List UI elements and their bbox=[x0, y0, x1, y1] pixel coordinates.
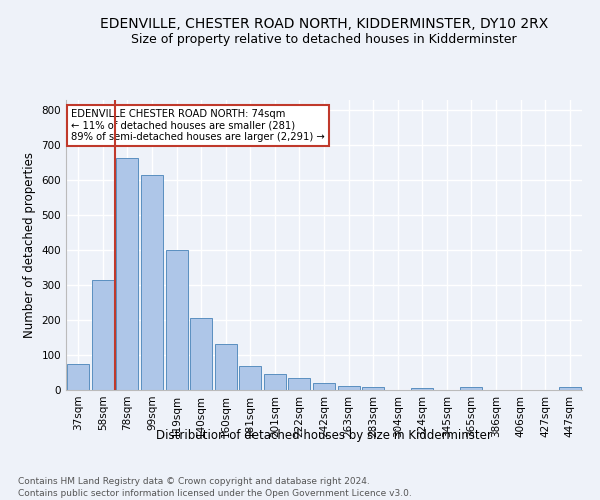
Bar bbox=[67, 364, 89, 390]
Text: Size of property relative to detached houses in Kidderminster: Size of property relative to detached ho… bbox=[131, 32, 517, 46]
Bar bbox=[362, 387, 384, 390]
Bar bbox=[116, 158, 139, 390]
Bar bbox=[460, 387, 482, 390]
Bar bbox=[313, 383, 335, 390]
Bar bbox=[92, 280, 114, 390]
Bar bbox=[289, 378, 310, 390]
Bar bbox=[190, 318, 212, 390]
Text: Contains HM Land Registry data © Crown copyright and database right 2024.
Contai: Contains HM Land Registry data © Crown c… bbox=[18, 478, 412, 498]
Bar bbox=[141, 175, 163, 390]
Text: EDENVILLE, CHESTER ROAD NORTH, KIDDERMINSTER, DY10 2RX: EDENVILLE, CHESTER ROAD NORTH, KIDDERMIN… bbox=[100, 18, 548, 32]
Y-axis label: Number of detached properties: Number of detached properties bbox=[23, 152, 36, 338]
Bar bbox=[215, 344, 237, 390]
Bar bbox=[239, 366, 262, 390]
Bar bbox=[264, 374, 286, 390]
Bar bbox=[559, 387, 581, 390]
Text: EDENVILLE CHESTER ROAD NORTH: 74sqm
← 11% of detached houses are smaller (281)
8: EDENVILLE CHESTER ROAD NORTH: 74sqm ← 11… bbox=[71, 108, 325, 142]
Bar bbox=[411, 388, 433, 390]
Bar bbox=[166, 250, 188, 390]
Bar bbox=[338, 386, 359, 390]
Text: Distribution of detached houses by size in Kidderminster: Distribution of detached houses by size … bbox=[156, 428, 492, 442]
